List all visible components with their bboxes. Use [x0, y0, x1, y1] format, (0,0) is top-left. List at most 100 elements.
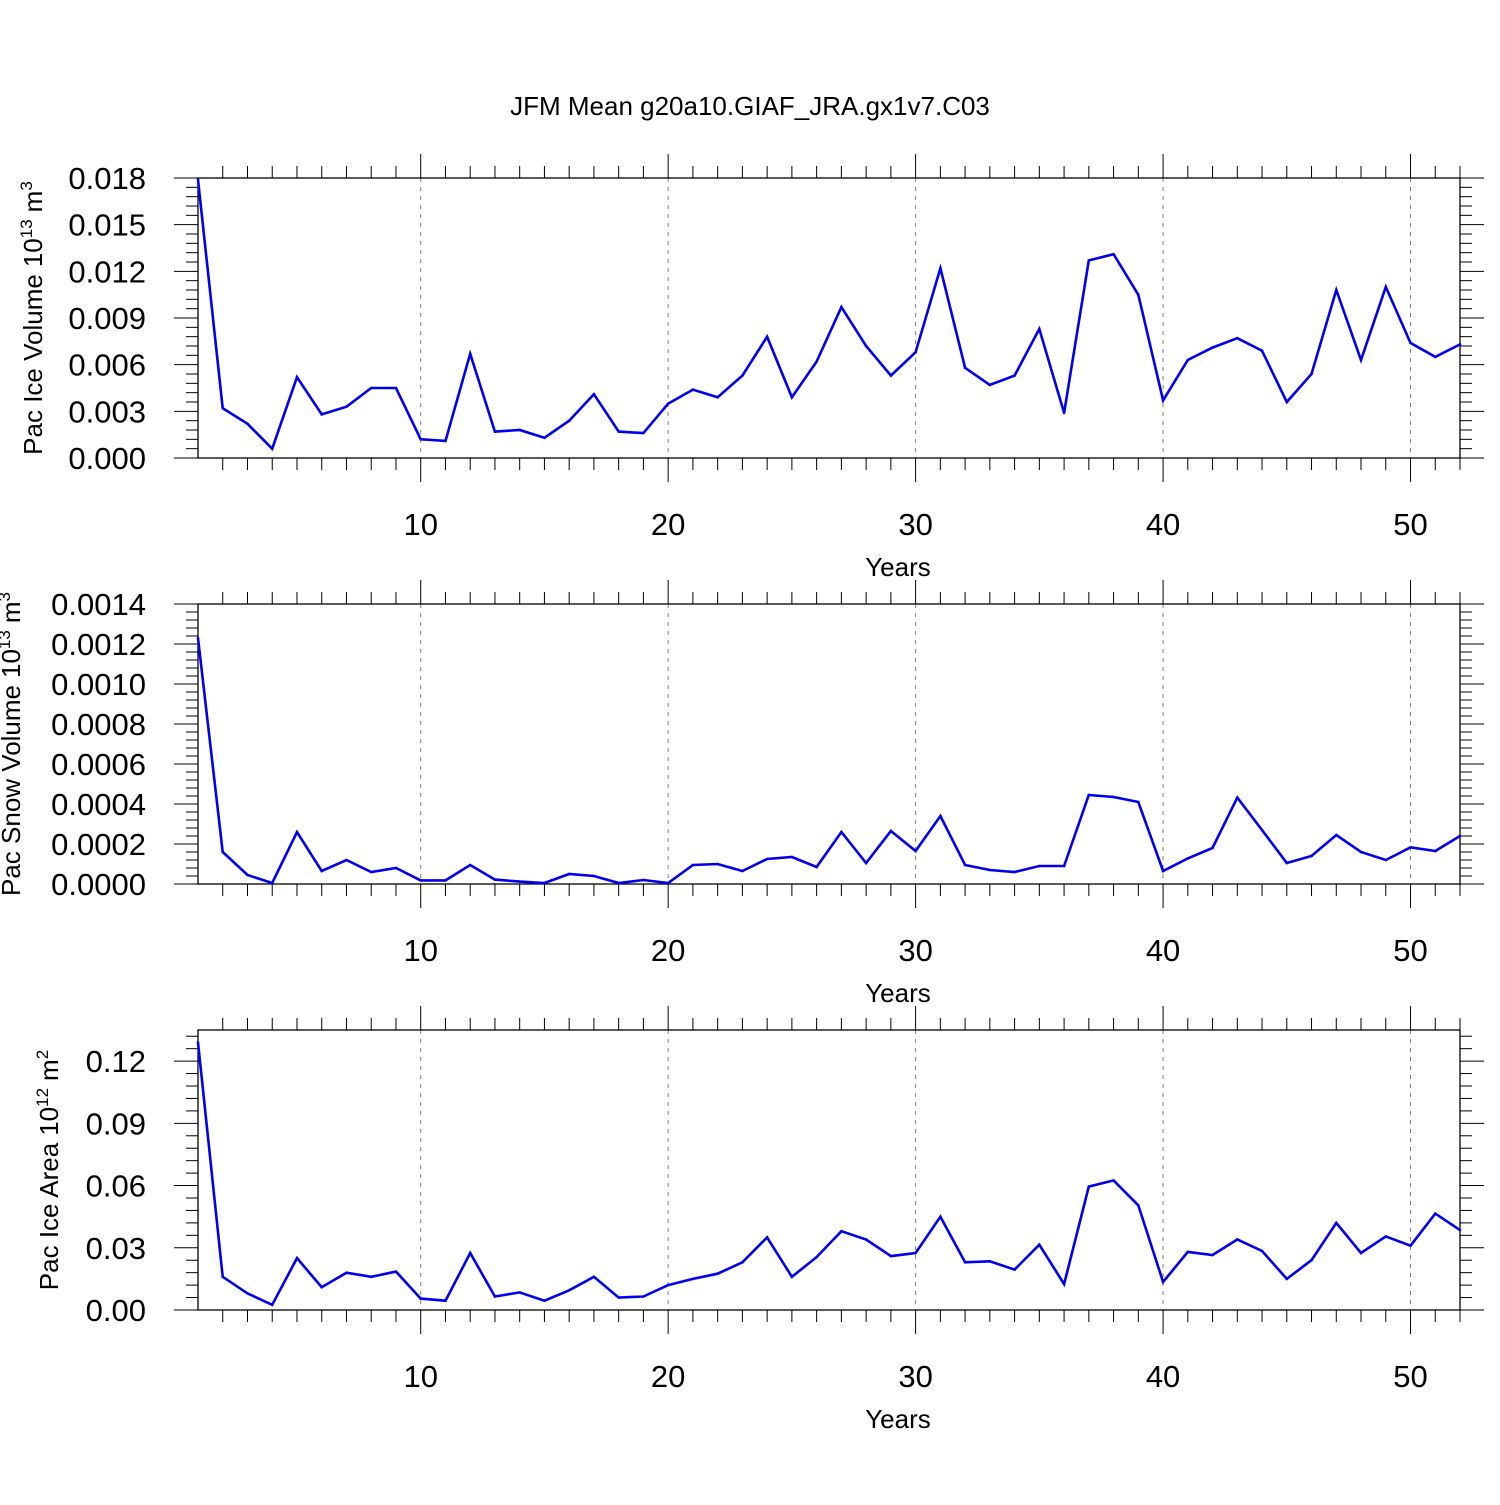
data-point	[221, 406, 225, 410]
data-point	[1433, 355, 1437, 359]
data-point	[518, 1291, 521, 1294]
data-point	[543, 436, 546, 440]
series-line	[196, 637, 1461, 885]
data-point	[1038, 1243, 1041, 1246]
data-point	[196, 1041, 200, 1044]
data-point	[790, 1275, 794, 1279]
data-point	[963, 863, 967, 867]
data-point	[840, 305, 843, 309]
x-axis-label: Years	[865, 1404, 931, 1434]
data-point	[1458, 343, 1462, 346]
data-point	[592, 392, 596, 396]
data-point	[444, 1299, 447, 1302]
y-tick-label: 0.003	[68, 394, 146, 429]
data-point	[1211, 846, 1214, 850]
data-point	[543, 1299, 546, 1302]
x-tick-label: 10	[403, 1359, 437, 1394]
panel-2: 0.0000 0.0002 0.0004 0.0006 0.0008 0.0010 0.00…	[0, 580, 1484, 1008]
y-tick-label: 0.018	[68, 161, 146, 196]
data-point	[666, 402, 670, 405]
data-point	[1359, 850, 1363, 854]
data-point	[840, 830, 843, 834]
data-point	[1211, 346, 1214, 349]
data-point	[1260, 828, 1264, 832]
data-point	[716, 862, 719, 866]
y-axis-label-part-1: 10	[18, 238, 48, 267]
data-point	[567, 872, 571, 876]
data-point	[1285, 400, 1289, 404]
data-point	[617, 1296, 620, 1299]
data-point	[493, 878, 497, 881]
data-point	[444, 879, 447, 882]
x-tick-label: 40	[1146, 507, 1180, 542]
data-point	[864, 344, 868, 348]
data-point	[320, 1285, 324, 1289]
data-point	[1013, 870, 1016, 874]
data-point	[1087, 1185, 1091, 1188]
data-point	[1186, 358, 1190, 362]
x-tick-label: 50	[1393, 933, 1427, 968]
y-axis-label-part-2: 13	[17, 219, 36, 238]
data-point	[1013, 374, 1016, 377]
data-point	[1161, 869, 1165, 873]
y-axis-label-part-4: 3	[0, 592, 14, 601]
data-point	[196, 178, 200, 181]
data-point	[1260, 1249, 1264, 1253]
x-tick-label: 20	[651, 507, 685, 542]
data-point	[270, 881, 274, 885]
data-point	[1038, 864, 1041, 868]
data-point	[1334, 833, 1338, 837]
data-point	[518, 428, 521, 432]
data-point	[815, 1255, 818, 1259]
data-point	[1235, 1238, 1239, 1241]
data-point	[864, 861, 868, 865]
panel-1: 0.000 0.003 0.006 0.009 0.012 0.015 0.018 10 20 3…	[17, 154, 1484, 582]
data-point	[345, 858, 348, 862]
y-tick-label: 0.0006	[51, 747, 146, 782]
data-point	[1013, 1268, 1016, 1271]
data-point	[815, 360, 818, 363]
x-tick-label: 20	[651, 1359, 685, 1394]
data-point	[939, 266, 942, 270]
data-point	[270, 447, 274, 450]
x-tick-label: 50	[1393, 1359, 1427, 1394]
data-point	[666, 1283, 670, 1287]
data-point	[642, 431, 645, 435]
y-tick-label: 0.006	[68, 348, 146, 383]
data-point	[1235, 796, 1239, 799]
data-point	[988, 1259, 992, 1263]
data-point	[864, 1238, 868, 1241]
y-tick-label: 0.12	[86, 1044, 146, 1079]
data-point	[419, 1297, 423, 1300]
data-point	[221, 1275, 225, 1279]
series-line	[196, 179, 1461, 452]
y-axis-label: Pac Ice Area 1012 m2	[33, 1050, 64, 1290]
data-point	[642, 1295, 645, 1298]
data-point	[246, 1292, 249, 1295]
x-tick-label: 30	[898, 933, 932, 968]
data-point	[592, 1275, 596, 1279]
y-axis-label-part-0: Pac Snow Volume	[0, 685, 26, 896]
data-point	[1112, 795, 1115, 799]
x-tick-label: 10	[403, 507, 437, 542]
data-point	[1062, 864, 1066, 868]
data-point	[691, 1277, 695, 1281]
data-point	[345, 1271, 348, 1274]
y-axis-label-part-3: m	[34, 1059, 64, 1081]
x-tick-label: 40	[1146, 933, 1180, 968]
data-point	[295, 1256, 299, 1260]
y-tick-label: 0.0008	[51, 707, 146, 742]
data-point	[320, 869, 324, 873]
data-point	[221, 850, 225, 854]
data-point	[988, 868, 992, 872]
y-axis-label: Pac Ice Volume 1013 m3	[17, 181, 48, 455]
data-point	[1062, 1282, 1066, 1286]
data-point	[1186, 857, 1190, 860]
data-point	[741, 869, 744, 873]
data-point	[1384, 1235, 1388, 1238]
y-tick-label: 0.09	[86, 1106, 146, 1141]
data-point	[889, 829, 893, 833]
data-point	[1285, 861, 1289, 865]
data-point	[1409, 1244, 1412, 1248]
